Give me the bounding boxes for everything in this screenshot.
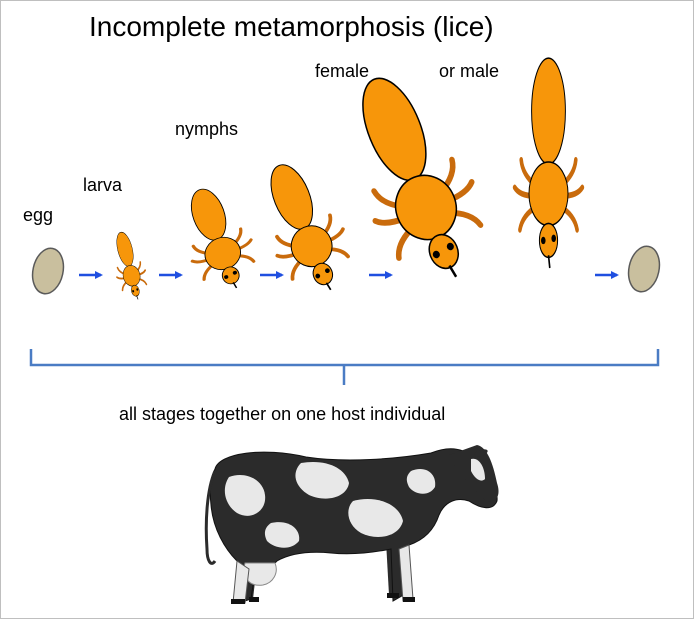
caption-host: all stages together on one host individu… [119, 404, 446, 424]
louse-icon [326, 60, 503, 297]
diagram-title: Incomplete metamorphosis (lice) [89, 11, 494, 42]
label-larva: larva [83, 175, 123, 195]
louse-icon [168, 177, 267, 301]
egg-icon [627, 245, 661, 293]
label-male: or male [439, 61, 500, 81]
bracket [29, 349, 660, 385]
louse-icon [515, 58, 583, 268]
louse-icon [105, 227, 153, 305]
label-egg: egg [23, 205, 54, 225]
label-female: female [315, 61, 370, 81]
label-nymphs: nymphs [175, 119, 239, 139]
cow-icon [204, 445, 499, 604]
louse-icon [244, 150, 365, 306]
egg-icon [31, 247, 65, 295]
